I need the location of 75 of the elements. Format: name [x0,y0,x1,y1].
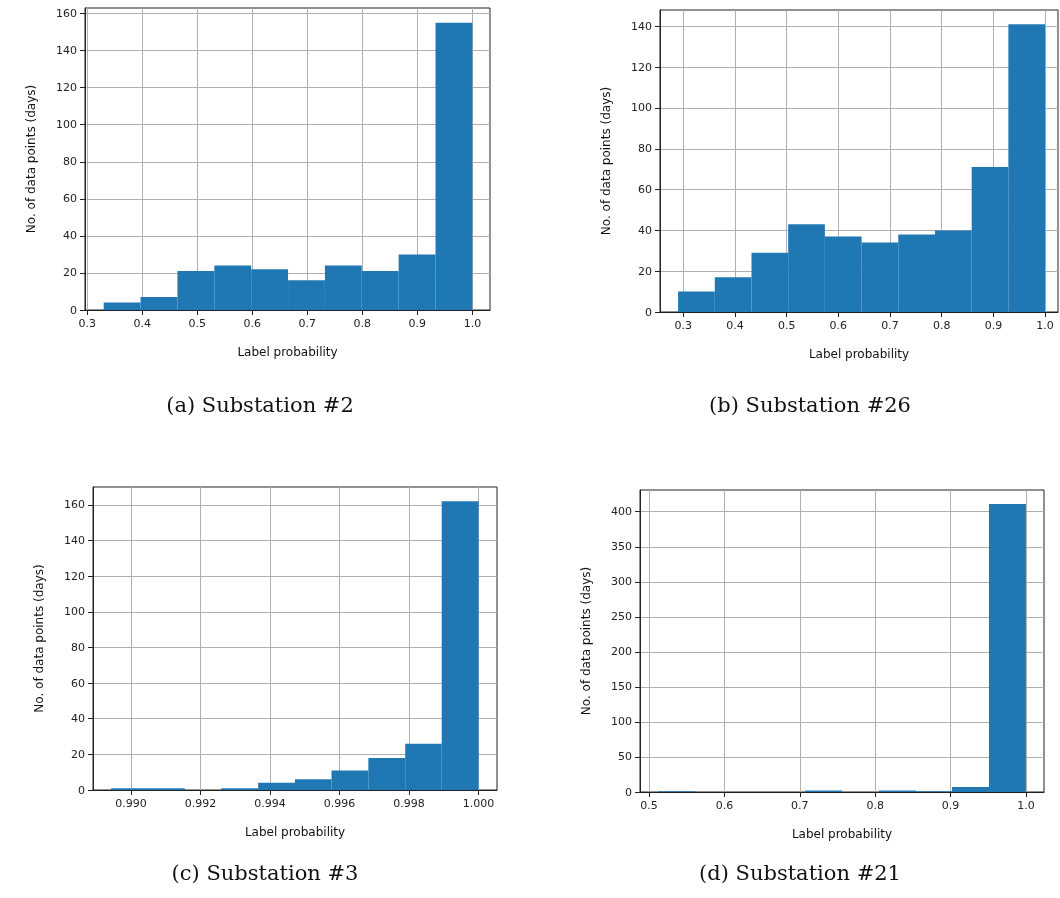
x-tick-label: 0.5 [640,799,658,812]
x-tick-label: 1.000 [462,797,495,810]
y-tick-label: 100 [631,101,652,115]
y-tick-label: 20 [63,266,77,280]
y-tick-label: 100 [611,715,632,729]
y-tick-label: 200 [611,645,632,659]
y-tick-label: 250 [611,610,632,624]
x-tick-label: 0.5 [188,317,207,330]
x-axis-title: Label probability [791,827,893,841]
y-axis-title: No. of data points (days) [24,84,38,234]
y-tick-label: 100 [64,605,85,619]
x-tick-label: 0.5 [777,319,796,332]
y-tick-label: 0 [625,785,632,799]
y-tick-label: 120 [56,81,77,95]
text: (a) Substation #2 [166,392,354,417]
y-tick-label: 80 [71,640,85,654]
y-axis-title: No. of data points (days) [599,86,613,236]
y-tick-label: 50 [618,750,632,764]
y-axis-title: No. of data points (days) [579,566,593,716]
x-tick-label: 0.8 [353,317,372,330]
x-tick-label: 0.7 [791,799,809,812]
x-tick-label: 1.0 [463,317,482,330]
y-tick-label: 60 [71,676,85,690]
x-axis-title: Label probability [244,825,346,839]
x-tick-label: 0.998 [393,797,425,810]
x-tick-label: 0.3 [674,319,693,332]
x-tick-label: 0.9 [941,799,960,812]
y-tick-label: 120 [631,60,652,74]
text: (d) Substation #21 [699,860,901,885]
y-tick-label: 20 [71,747,85,761]
y-tick-label: 40 [63,229,77,243]
y-tick-label: 0 [645,305,652,319]
y-tick-label: 150 [611,680,632,694]
y-tick-label: 140 [56,44,77,58]
x-tick-label: 0.8 [932,319,951,332]
y-tick-label: 20 [638,264,652,278]
x-tick-label: 0.6 [829,319,848,332]
y-tick-label: 100 [56,118,77,132]
text: (b) Substation #26 [709,392,911,417]
x-tick-label: 0.9 [984,319,1003,332]
y-tick-label: 0 [70,303,77,317]
x-tick-label: 0.4 [726,319,744,332]
y-tick-label: 80 [638,142,652,156]
x-tick-label: 0.6 [715,799,734,812]
x-tick-label: 0.3 [78,317,96,330]
y-axis-title: No. of data points (days) [32,564,46,713]
y-tick-label: 80 [63,155,77,169]
y-tick-label: 40 [638,223,652,237]
y-tick-label: 300 [611,575,632,589]
x-tick-label: 0.992 [184,797,217,810]
x-tick-label: 0.4 [133,317,151,330]
y-tick-label: 140 [64,533,85,547]
y-tick-label: 40 [71,712,85,726]
x-tick-label: 0.7 [881,319,899,332]
y-tick-label: 160 [64,498,85,512]
x-tick-label: 1.0 [1017,799,1035,812]
x-tick-label: 0.9 [408,317,427,330]
x-tick-label: 0.994 [254,797,286,810]
x-tick-label: 1.0 [1036,319,1054,332]
x-tick-label: 0.6 [243,317,262,330]
x-axis-title: Label probability [237,345,338,359]
y-tick-label: 350 [611,540,632,554]
y-tick-label: 60 [63,192,77,206]
y-tick-label: 60 [638,183,652,197]
x-axis-title: Label probability [808,347,910,361]
y-tick-label: 400 [611,505,632,519]
y-tick-label: 160 [56,7,77,21]
x-tick-label: 0.990 [115,797,147,810]
x-tick-label: 0.8 [866,799,884,812]
x-tick-label: 0.7 [298,317,317,330]
x-tick-label: 0.996 [323,797,356,810]
text: (c) Substation #3 [171,860,359,885]
y-tick-label: 120 [64,569,85,583]
y-tick-label: 140 [631,19,652,33]
y-tick-label: 0 [78,783,85,797]
